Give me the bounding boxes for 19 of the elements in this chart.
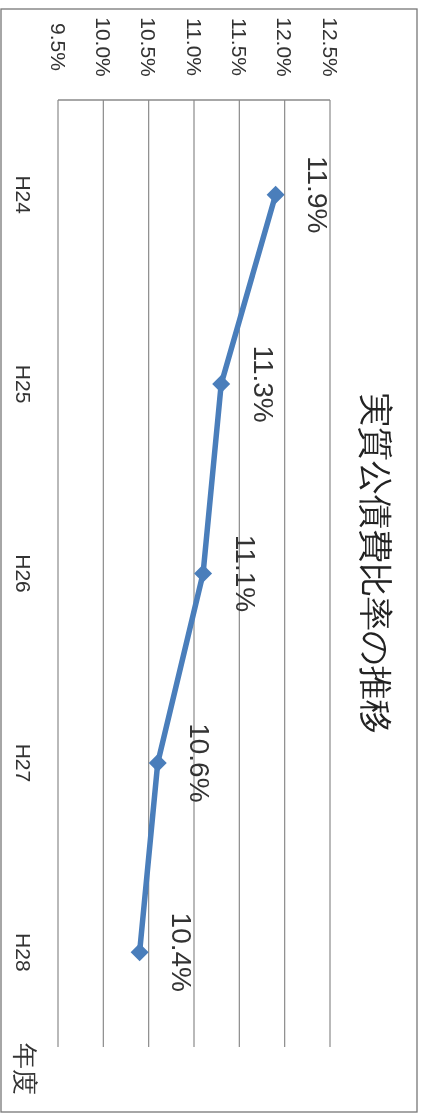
x-tick-label: 12.5% bbox=[318, 17, 342, 77]
y-tick-label: H25 bbox=[11, 364, 35, 404]
x-tick-label: 10.0% bbox=[91, 17, 115, 77]
x-tick-label: 11.0% bbox=[182, 18, 206, 76]
x-tick-label: 12.0% bbox=[273, 17, 297, 77]
title: 実質公債費比率の推移 bbox=[357, 393, 395, 734]
y-axis-title: 年度 bbox=[10, 1043, 40, 1095]
y-tick-label: H26 bbox=[11, 554, 35, 593]
data-label: 10.4% bbox=[166, 912, 198, 992]
y-tick-label: H27 bbox=[11, 743, 35, 783]
y-tick-label: H28 bbox=[11, 933, 35, 972]
x-tick-label: 10.5% bbox=[137, 17, 161, 77]
x-tick-label: 11.5% bbox=[227, 18, 251, 76]
data-label: 11.9% bbox=[302, 156, 334, 234]
y-tick-label: H24 bbox=[11, 175, 35, 214]
data-label: 10.6% bbox=[184, 723, 216, 803]
x-tick-label: 9.5% bbox=[46, 23, 70, 71]
data-label: 11.3% bbox=[247, 345, 279, 423]
data-label: 11.1% bbox=[229, 534, 261, 613]
